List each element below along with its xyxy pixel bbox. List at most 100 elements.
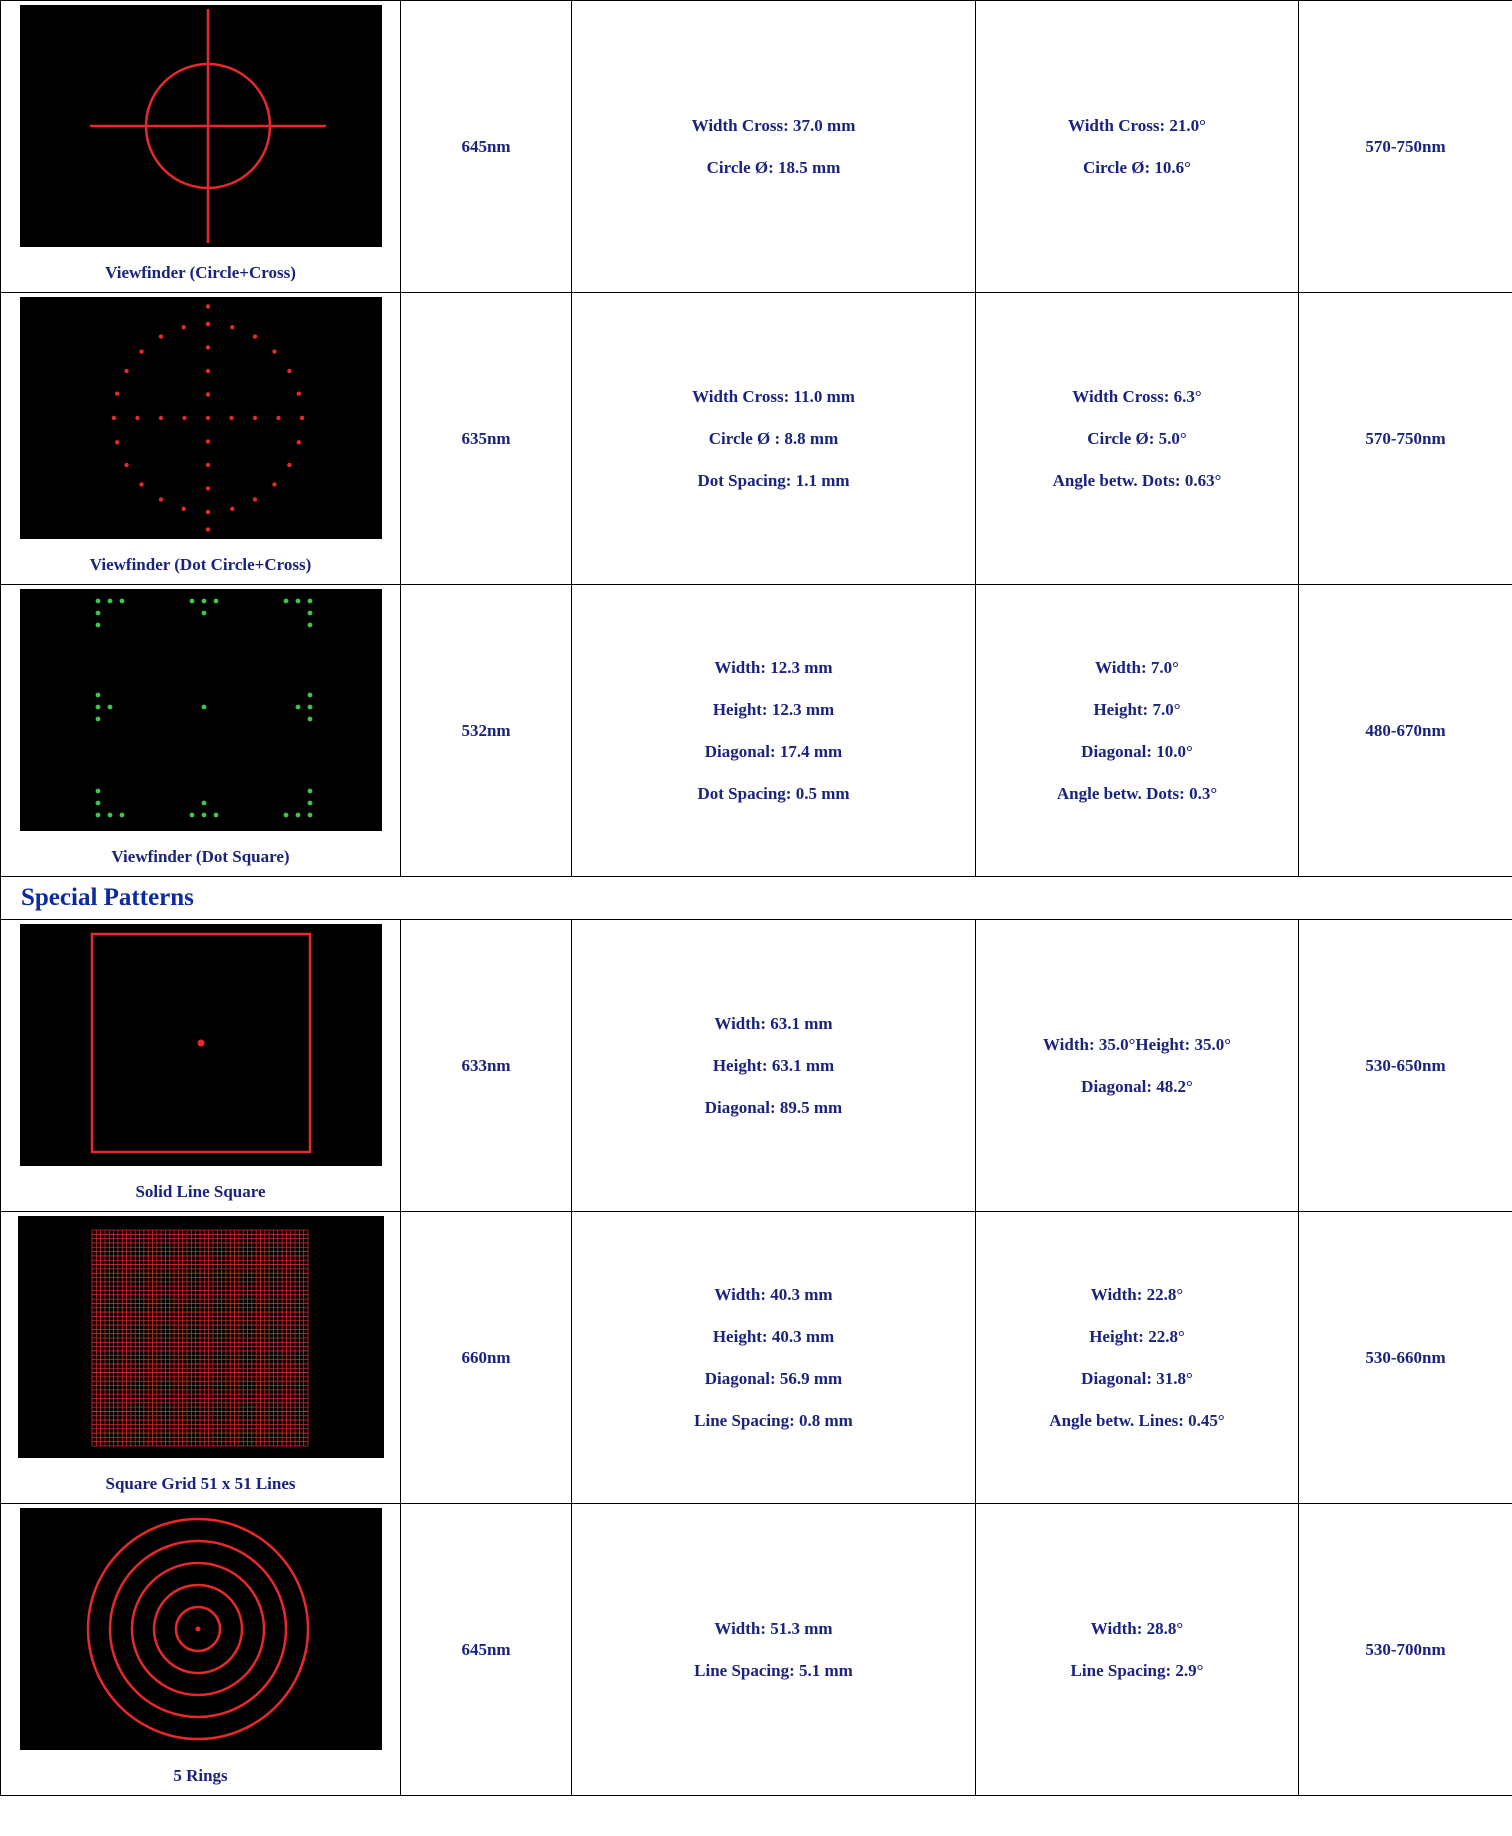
square-dot xyxy=(283,598,288,604)
angle-spec-line: Diagonal: 31.8° xyxy=(1081,1368,1193,1388)
pattern-cell: Viewfinder (Dot Circle+Cross) xyxy=(0,292,401,585)
angle-specs: Width: 28.8° Line Spacing: 2.9° xyxy=(976,1608,1298,1692)
square-dot xyxy=(201,598,206,604)
square-dot xyxy=(201,610,206,616)
mm-spec-line: Diagonal: 17.4 mm xyxy=(704,741,843,761)
pattern-row: Viewfinder (Dot Circle+Cross) 635nm Width … xyxy=(0,292,1512,585)
circle-dot xyxy=(123,368,129,374)
laser-pattern-table: Viewfinder (Circle+Cross) 645nm Width Cros… xyxy=(0,0,1512,1796)
circle-dot xyxy=(252,334,257,339)
cross-dot xyxy=(158,415,163,421)
angle-dimensions-cell: Width: 7.0° Height: 7.0° Diagonal: 10.0° An… xyxy=(975,584,1299,877)
pattern-row: Solid Line Square 633nm Width: 63.1 mm Heig… xyxy=(0,919,1512,1212)
mm-spec-line: Height: 40.3 mm xyxy=(712,1326,835,1346)
ring xyxy=(86,1517,309,1741)
circle-dot xyxy=(111,415,116,421)
cross-dot xyxy=(205,415,210,421)
cross-dot xyxy=(228,415,234,421)
circle-dot xyxy=(271,349,277,354)
square-dot xyxy=(307,800,312,806)
square-dot xyxy=(95,716,100,722)
square-dot xyxy=(119,598,124,604)
wavelength-cell: 645nm xyxy=(400,0,572,293)
square-dot xyxy=(295,704,300,710)
circle-dot xyxy=(158,334,163,339)
wavelength-range-cell: 530-700nm xyxy=(1298,1503,1512,1796)
square-dot xyxy=(307,704,312,710)
circle-dot xyxy=(138,482,144,487)
mm-spec-line: Height: 63.1 mm xyxy=(712,1055,835,1075)
center-dot xyxy=(195,1626,200,1632)
square-dot xyxy=(201,704,206,710)
circle-dot xyxy=(138,349,144,354)
square-dot xyxy=(307,692,312,698)
ring xyxy=(130,1561,265,1697)
ring xyxy=(108,1539,287,1719)
wavelength-range-cell: 530-650nm xyxy=(1298,919,1512,1212)
cross-dot xyxy=(181,415,187,421)
circle-dot xyxy=(114,440,119,445)
square-dot xyxy=(213,812,218,818)
ring xyxy=(174,1605,221,1653)
circle-dot xyxy=(299,415,304,421)
ring xyxy=(152,1583,243,1675)
pattern-image xyxy=(19,924,382,1166)
square-dot xyxy=(95,692,100,698)
mm-specs: Width: 51.3 mm Line Spacing: 5.1 mm xyxy=(572,1608,975,1692)
angle-spec-line: Circle Ø: 5.0° xyxy=(1087,428,1187,448)
circle-dot xyxy=(205,321,210,327)
angle-spec-line: Height: 7.0° xyxy=(1093,699,1181,719)
circle-dot xyxy=(205,509,210,515)
mm-spec-line: Width: 12.3 mm xyxy=(714,657,833,677)
square-dot xyxy=(307,812,312,818)
mm-specs: Width: 63.1 mm Height: 63.1 mm Diagonal: 8… xyxy=(572,1003,975,1129)
square-dot xyxy=(283,812,288,818)
circle-dot xyxy=(229,325,235,330)
mm-spec-line: Width: 63.1 mm xyxy=(714,1013,833,1033)
cross-dot xyxy=(205,439,210,444)
square-dot xyxy=(95,610,100,616)
circle-dot xyxy=(123,462,129,468)
square-dot xyxy=(107,598,112,604)
angle-spec-line: Angle betw. Dots: 0.63° xyxy=(1052,470,1222,490)
mm-spec-line: Width Cross: 37.0 mm xyxy=(691,115,856,135)
mm-spec-line: Diagonal: 56.9 mm xyxy=(704,1368,843,1388)
square-dot xyxy=(307,610,312,616)
mm-spec-line: Width: 51.3 mm xyxy=(714,1618,833,1638)
circle-dot xyxy=(180,506,186,511)
mm-dimensions-cell: Width: 63.1 mm Height: 63.1 mm Diagonal: 8… xyxy=(571,919,976,1212)
section-header-row: Special Patterns xyxy=(0,876,1512,920)
angle-dimensions-cell: Width Cross: 6.3° Circle Ø: 5.0° Angle bet… xyxy=(975,292,1299,585)
pattern-row: 5 Rings 645nm Width: 51.3 mm Line Spacing: … xyxy=(0,1503,1512,1796)
circle-dot xyxy=(229,506,235,511)
mm-spec-line: Line Spacing: 5.1 mm xyxy=(694,1660,853,1680)
cross-dot xyxy=(134,415,140,421)
pattern-name: Viewfinder (Circle+Cross) xyxy=(105,263,296,282)
square-dot xyxy=(95,622,100,628)
angle-spec-line: Angle betw. Dots: 0.3° xyxy=(1056,783,1218,803)
pattern-image xyxy=(19,5,382,247)
circle-dot xyxy=(158,497,163,502)
circle-dot xyxy=(286,368,292,374)
square-dot xyxy=(95,598,100,604)
circle-dot xyxy=(114,391,119,396)
angle-dimensions-cell: Width: 28.8° Line Spacing: 2.9° xyxy=(975,1503,1299,1796)
mm-spec-line: Circle Ø : 8.8 mm xyxy=(708,428,839,448)
angle-dimensions-cell: Width: 35.0°Height: 35.0° Diagonal: 48.2° xyxy=(975,919,1299,1212)
pattern-cell: 5 Rings xyxy=(0,1503,401,1796)
mm-specs: Width Cross: 37.0 mm Circle Ø: 18.5 mm xyxy=(572,105,975,189)
wavelength-cell: 633nm xyxy=(400,919,572,1212)
circle-dot xyxy=(271,482,277,487)
section-title: Special Patterns xyxy=(0,876,1512,920)
cross-dot xyxy=(205,486,210,491)
circle-dot xyxy=(286,462,292,468)
angle-specs: Width: 7.0° Height: 7.0° Diagonal: 10.0° An… xyxy=(976,647,1298,815)
wavelength-range-cell: 570-750nm xyxy=(1298,0,1512,293)
center-dot xyxy=(197,1039,204,1047)
mm-spec-line: Line Spacing: 0.8 mm xyxy=(694,1410,853,1430)
angle-spec-line: Circle Ø: 10.6° xyxy=(1083,157,1191,177)
angle-spec-line: Width Cross: 21.0° xyxy=(1068,115,1206,135)
circle-dot xyxy=(296,440,301,445)
circle-dot xyxy=(252,497,257,502)
pattern-image xyxy=(19,297,382,539)
